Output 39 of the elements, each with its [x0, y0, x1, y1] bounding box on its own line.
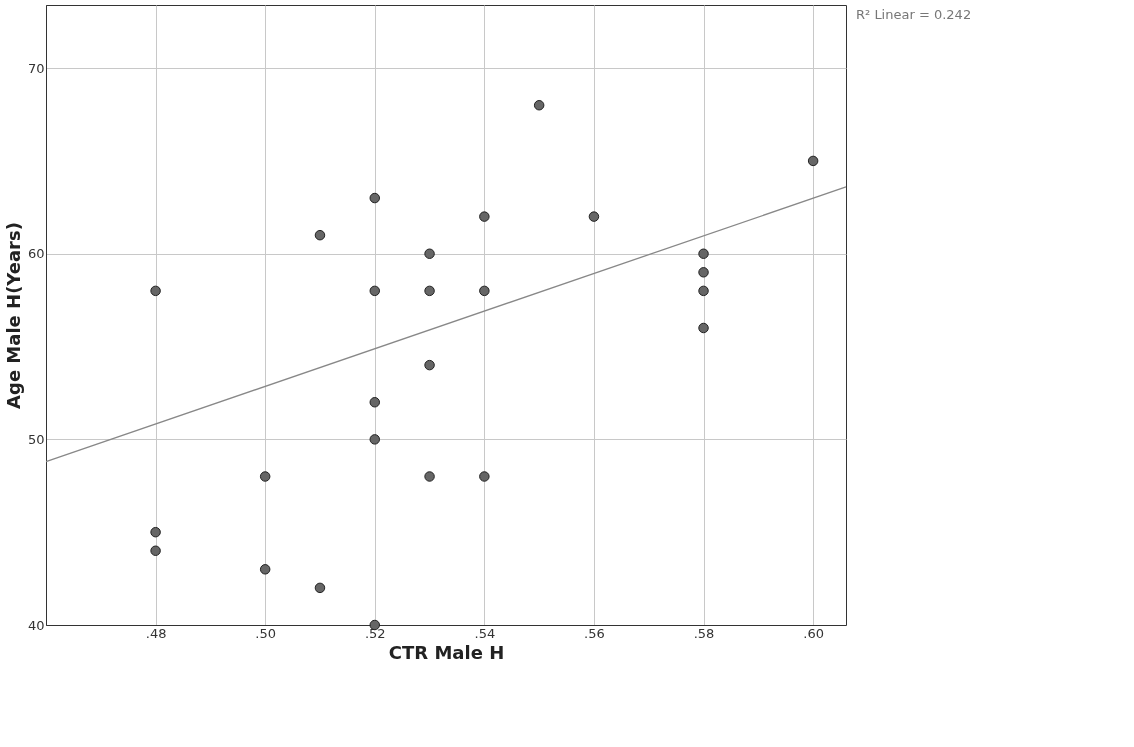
- x-axis-title: CTR Male H: [388, 641, 505, 663]
- y-tick-label: 60: [27, 246, 45, 262]
- point: [533, 100, 545, 111]
- point: [424, 248, 435, 259]
- point: [150, 545, 161, 556]
- point: [698, 322, 709, 334]
- point: [698, 267, 709, 278]
- point: [479, 285, 490, 297]
- x-tick-label: .56: [584, 625, 605, 641]
- point: [698, 248, 709, 259]
- x-tick-label: .54: [474, 625, 496, 641]
- x-tick-label: .58: [693, 625, 715, 641]
- x-tick-label: .50: [255, 625, 277, 641]
- point: [314, 229, 326, 241]
- y-tick-label: 50: [27, 431, 45, 447]
- point: [424, 471, 435, 482]
- point: [588, 211, 600, 222]
- point: [479, 211, 490, 222]
- point: [369, 285, 381, 297]
- point: [369, 434, 381, 445]
- point: [424, 359, 435, 371]
- point: [479, 471, 490, 482]
- y-tick-label: 70: [27, 60, 45, 76]
- y-axis-title: Age Male H(Years): [2, 222, 24, 409]
- text: R² Linear = 0.242: [856, 7, 972, 22]
- x-tick-label: .48: [145, 625, 167, 641]
- point: [698, 285, 709, 297]
- point: [369, 192, 381, 204]
- point: [314, 582, 326, 594]
- point: [150, 526, 161, 538]
- point: [150, 285, 161, 297]
- y-tick-label: 40: [27, 617, 45, 633]
- point: [259, 564, 271, 575]
- point: [369, 397, 381, 408]
- x-tick-label: .52: [364, 625, 386, 641]
- x-tick-label: .60: [803, 625, 824, 641]
- point: [424, 285, 435, 297]
- point: [259, 471, 271, 482]
- point: [807, 155, 819, 167]
